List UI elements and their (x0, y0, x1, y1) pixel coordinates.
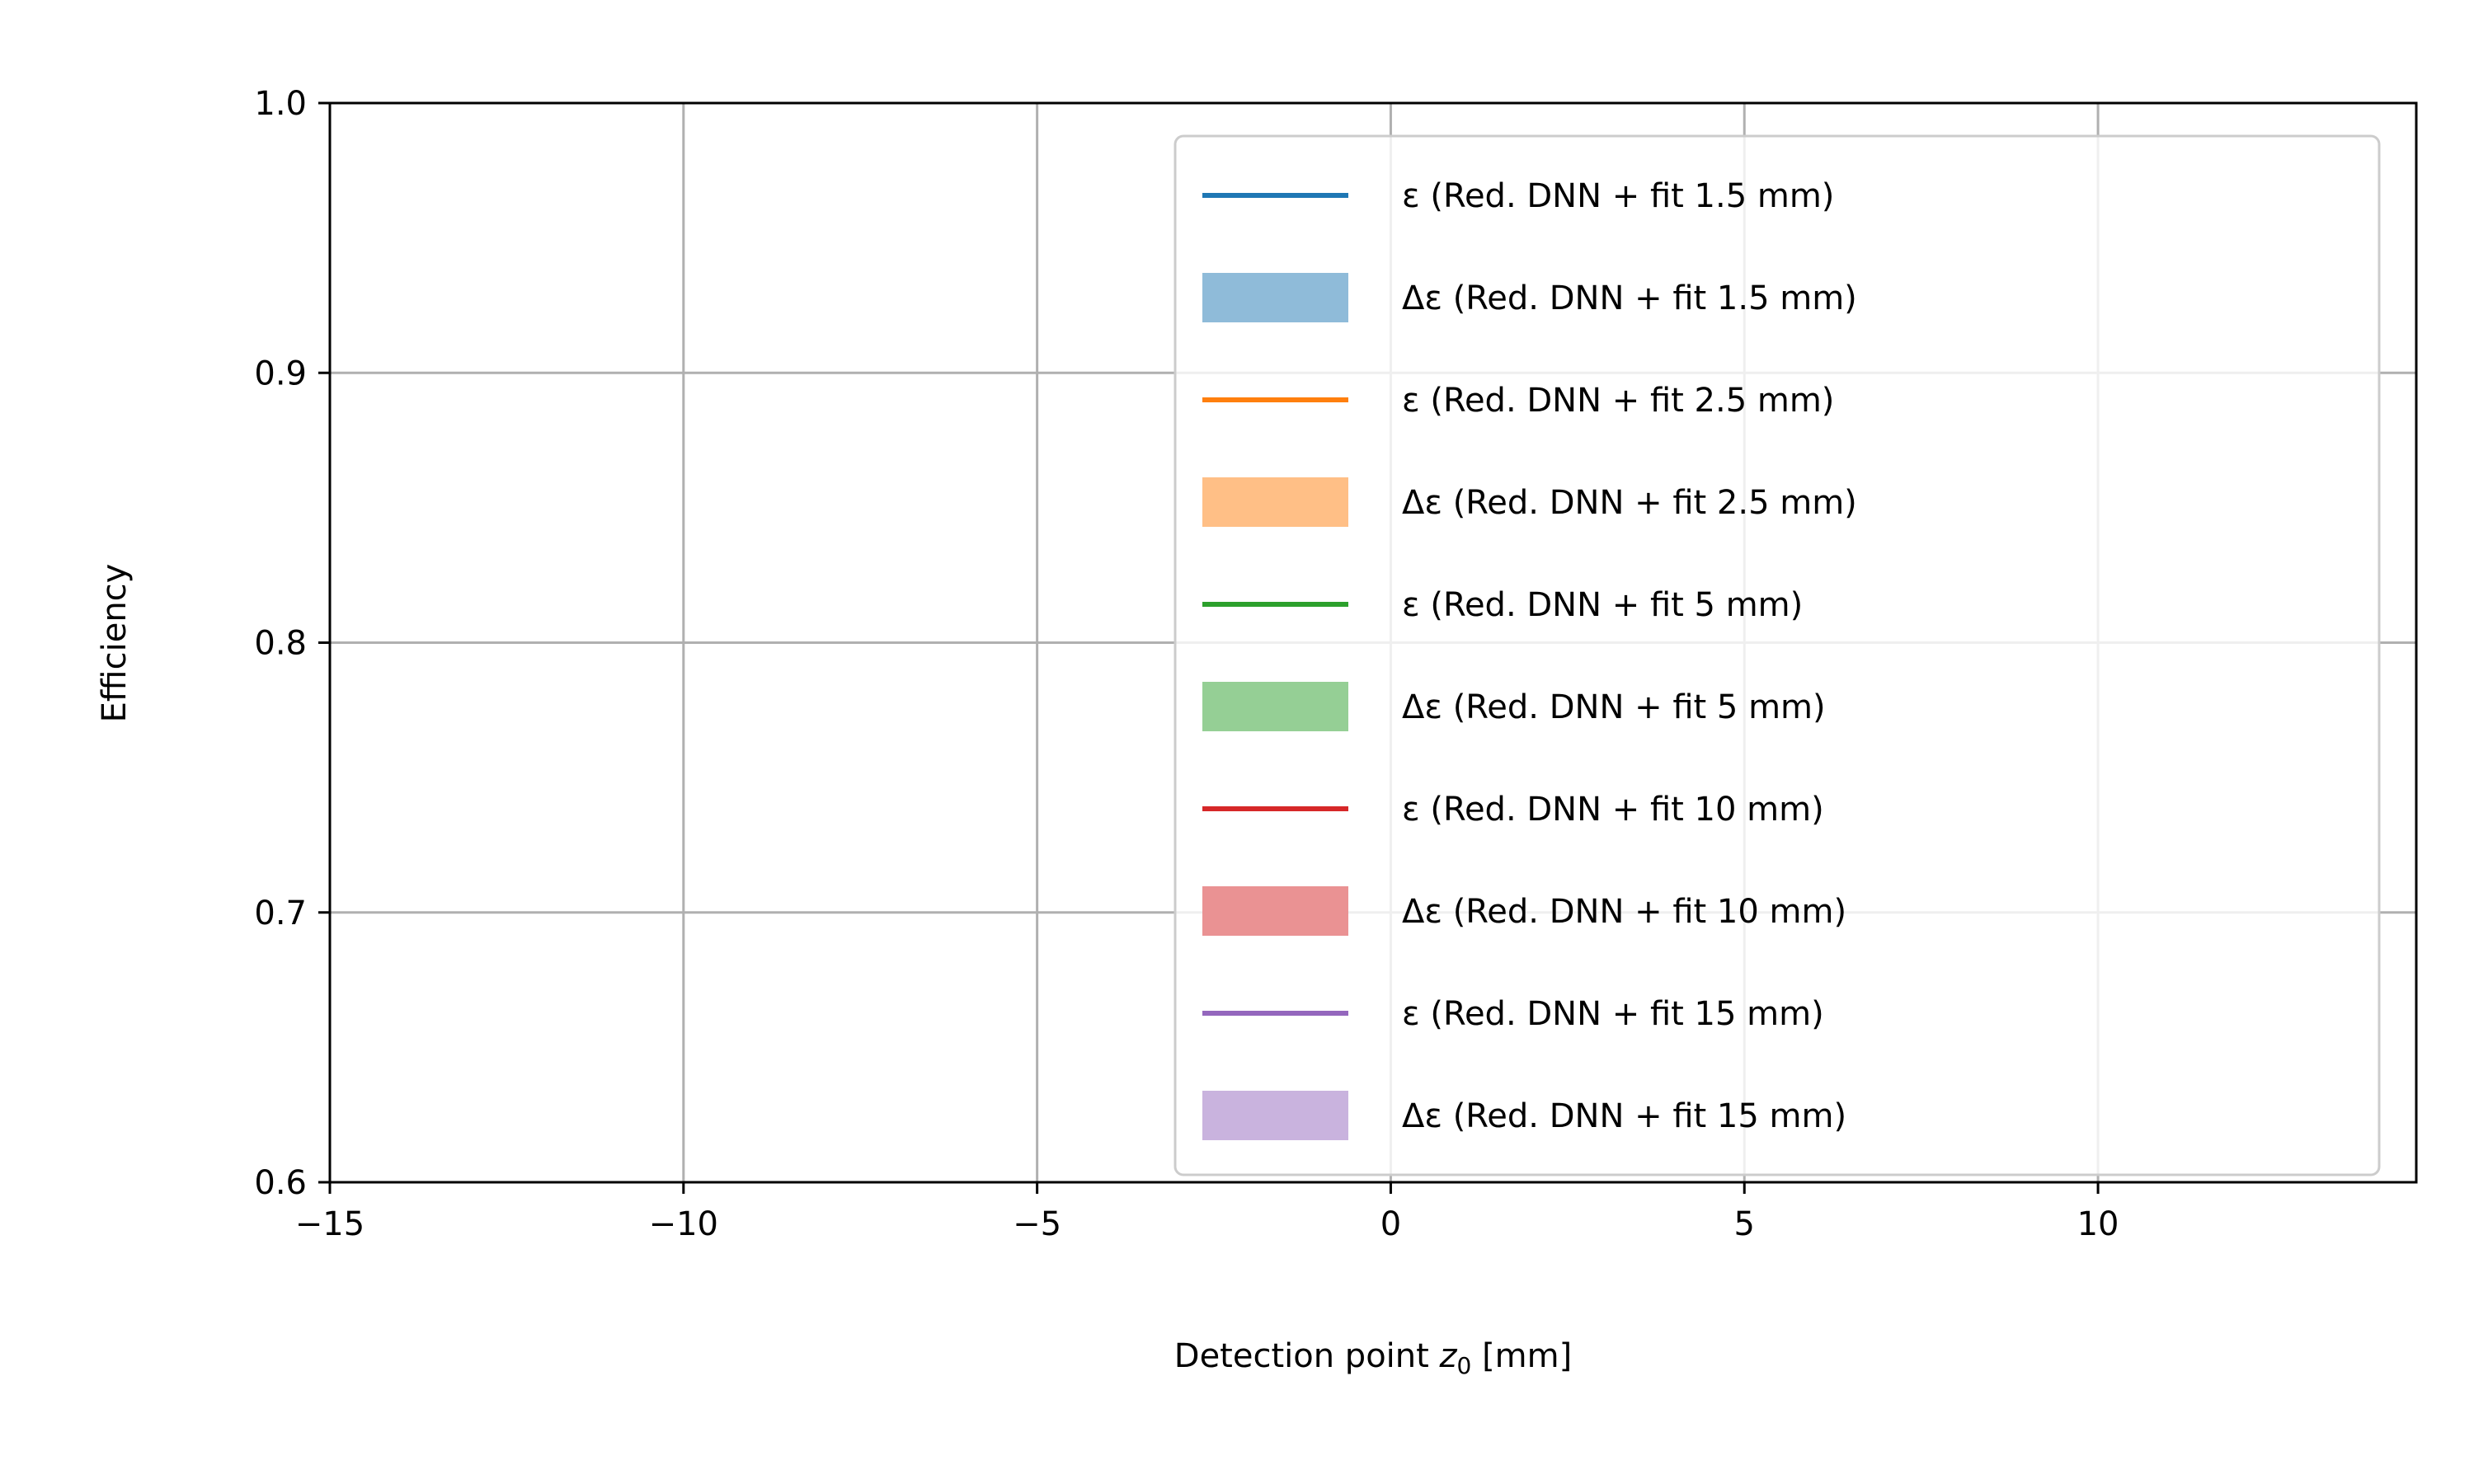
legend-label: Δε (Red. DNN + fit 5 mm) (1402, 688, 1826, 726)
legend: ε (Red. DNN + fit 1.5 mm) Δε (Red. DNN + … (1174, 134, 2381, 1176)
legend-band-swatch (1202, 682, 1348, 731)
legend-label: ε (Red. DNN + fit 10 mm) (1402, 791, 1824, 829)
y-tick-label: 0.9 (254, 355, 307, 392)
legend-label: Δε (Red. DNN + fit 2.5 mm) (1402, 484, 1857, 522)
legend-label: Δε (Red. DNN + fit 10 mm) (1402, 893, 1846, 931)
axis-ticks: −15 −10 −5 0 5 10 0.6 0.7 0.8 0.9 1.0 (254, 85, 2119, 1243)
legend-label: ε (Red. DNN + fit 2.5 mm) (1402, 382, 1834, 420)
x-axis-label-var: z (1439, 1337, 1458, 1375)
legend-band-swatch (1202, 477, 1348, 527)
x-tick-label: −5 (1013, 1205, 1061, 1243)
x-axis-label-unit: [mm] (1471, 1337, 1572, 1375)
legend-band-swatch (1202, 886, 1348, 936)
x-axis-label-text: Detection point (1174, 1337, 1440, 1375)
legend-label: ε (Red. DNN + fit 1.5 mm) (1402, 177, 1834, 215)
legend-label: ε (Red. DNN + fit 5 mm) (1402, 586, 1803, 624)
x-tick-label: 5 (1734, 1205, 1755, 1243)
legend-band-swatch (1202, 1091, 1348, 1140)
y-tick-label: 1.0 (254, 85, 307, 123)
x-axis-label: Detection point z0 [mm] (1174, 1337, 1572, 1379)
x-tick-label: 0 (1380, 1205, 1401, 1243)
y-axis-label: Efficiency (96, 564, 134, 723)
x-axis-label-sub: 0 (1457, 1352, 1472, 1379)
y-tick-label: 0.8 (254, 625, 307, 663)
y-tick-label: 0.6 (254, 1164, 307, 1202)
legend-label: ε (Red. DNN + fit 15 mm) (1402, 995, 1824, 1033)
legend-band-swatch (1202, 273, 1348, 322)
x-tick-label: 10 (2077, 1205, 2119, 1243)
legend-label: Δε (Red. DNN + fit 1.5 mm) (1402, 279, 1857, 317)
x-tick-label: −15 (295, 1205, 365, 1243)
x-tick-label: −10 (649, 1205, 718, 1243)
y-tick-label: 0.7 (254, 895, 307, 932)
legend-label: Δε (Red. DNN + fit 15 mm) (1402, 1097, 1846, 1135)
legend-frame (1174, 134, 2381, 1176)
